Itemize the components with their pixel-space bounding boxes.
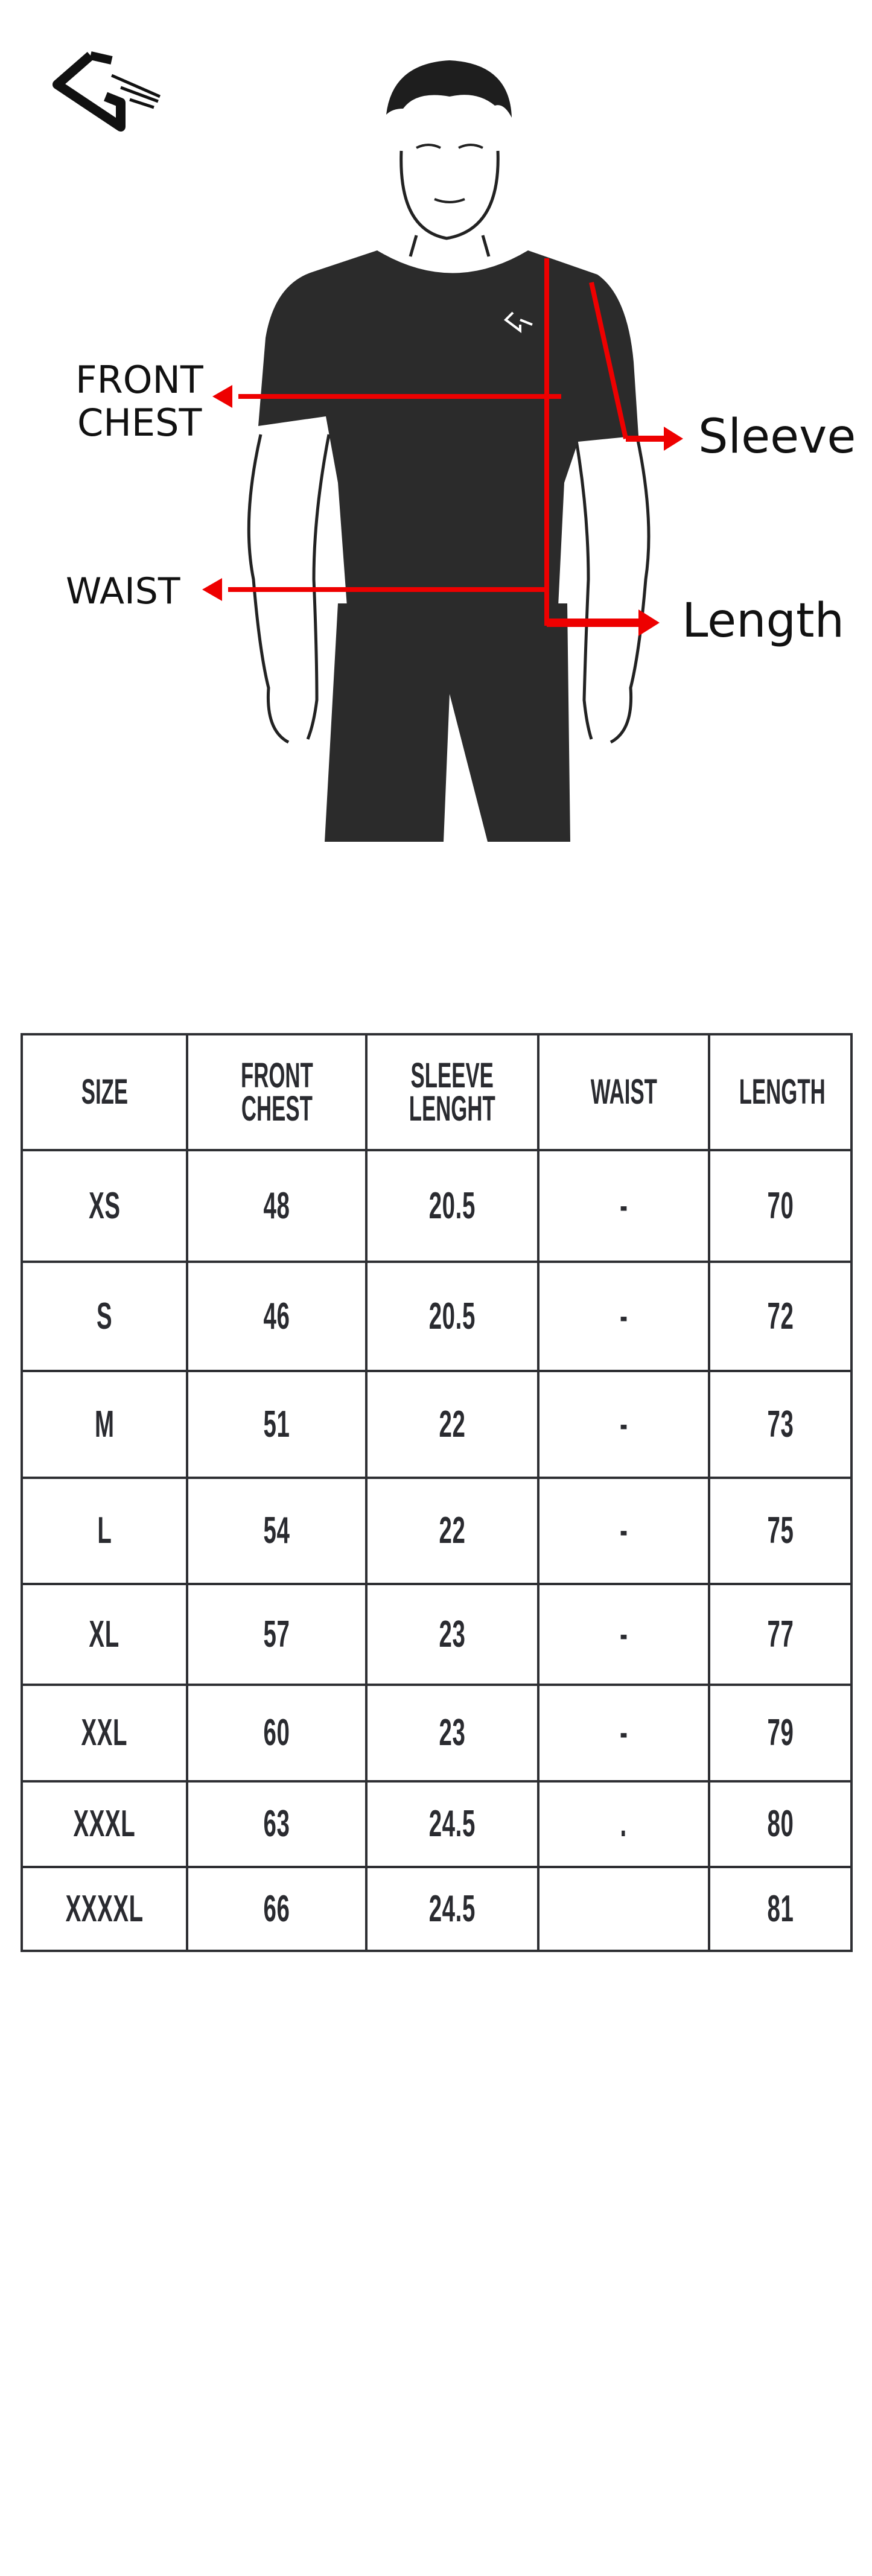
cell-front-chest: 66 bbox=[186, 1866, 368, 1952]
cell-waist: - bbox=[537, 1684, 710, 1783]
table-row: XXXXL 66 24.5 81 bbox=[21, 1866, 853, 1952]
table-row: XXXL 63 24.5. 80 bbox=[21, 1780, 853, 1868]
waist-label: WAIST bbox=[66, 570, 180, 612]
table-header-row: SIZE FRONT CHEST SLEEVE LENGHT WAIST LEN… bbox=[21, 1033, 853, 1151]
cell-length: 79 bbox=[708, 1684, 853, 1783]
cell-waist: - bbox=[537, 1477, 710, 1585]
cell-front-chest: 54 bbox=[186, 1477, 368, 1585]
shirt-logo-icon bbox=[503, 311, 533, 333]
cell-sleeve-length: 24.5 bbox=[365, 1866, 539, 1952]
header-length: LENGTH bbox=[708, 1033, 853, 1151]
table-row: S 46 20.5-72 bbox=[21, 1261, 853, 1372]
cell-waist: - bbox=[537, 1583, 710, 1686]
table-row: L 54 22-75 bbox=[21, 1477, 853, 1585]
cell-length: 72 bbox=[708, 1261, 853, 1372]
cell-length: 70 bbox=[708, 1149, 853, 1263]
length-arrow-icon bbox=[638, 609, 660, 636]
cell-front-chest: 51 bbox=[186, 1370, 368, 1479]
header-waist: WAIST bbox=[537, 1033, 710, 1151]
table-row: M 51 22-73 bbox=[21, 1370, 853, 1479]
cell-front-chest: 48 bbox=[186, 1149, 368, 1263]
head-drawing bbox=[386, 60, 512, 257]
table-row: XL 57 23-77 bbox=[21, 1583, 853, 1686]
cell-sleeve-length: 22 bbox=[365, 1477, 539, 1585]
shorts-shape bbox=[325, 603, 570, 842]
table-row: XXL 60 23-79 bbox=[21, 1684, 853, 1783]
header-sleeve-length: SLEEVE LENGHT bbox=[365, 1033, 539, 1151]
measurement-figure: FRONT CHEST WAIST Sleeve Length bbox=[53, 51, 856, 842]
shirt-shape bbox=[258, 250, 638, 606]
cell-front-chest: 63 bbox=[186, 1780, 368, 1868]
cell-sleeve-length: 20.5 bbox=[365, 1149, 539, 1263]
measurement-lines bbox=[202, 258, 683, 636]
cell-size: XXXXL bbox=[21, 1866, 188, 1952]
cell-size: XXL bbox=[21, 1684, 188, 1783]
cell-sleeve-length: 24.5 bbox=[365, 1780, 539, 1868]
cell-waist: - bbox=[537, 1261, 710, 1372]
sleeve-label: Sleeve bbox=[698, 410, 856, 464]
cell-front-chest: 57 bbox=[186, 1583, 368, 1686]
cell-front-chest: 60 bbox=[186, 1684, 368, 1783]
cell-sleeve-length: 20.5 bbox=[365, 1261, 539, 1372]
cell-sleeve-length: 22 bbox=[365, 1370, 539, 1479]
cell-length: 77 bbox=[708, 1583, 853, 1686]
cell-size: XXXL bbox=[21, 1780, 188, 1868]
chest-label: CHEST bbox=[77, 401, 202, 445]
cell-sleeve-length: 23 bbox=[365, 1684, 539, 1783]
front-chest-arrow-icon bbox=[212, 385, 232, 408]
cell-waist bbox=[537, 1866, 710, 1952]
cell-length: 80 bbox=[708, 1780, 853, 1868]
waist-arrow-icon bbox=[202, 578, 222, 601]
cell-size: XL bbox=[21, 1583, 188, 1686]
cell-length: 81 bbox=[708, 1866, 853, 1952]
length-label: Length bbox=[682, 594, 844, 648]
cell-front-chest: 46 bbox=[186, 1261, 368, 1372]
cell-size: L bbox=[21, 1477, 188, 1585]
cell-waist: - bbox=[537, 1370, 710, 1479]
table-row: XS 48 20.5-70 bbox=[21, 1149, 853, 1263]
sleeve-line bbox=[589, 282, 628, 439]
cell-size: XS bbox=[21, 1149, 188, 1263]
header-front-chest: FRONT CHEST bbox=[186, 1033, 368, 1151]
cell-sleeve-length: 23 bbox=[365, 1583, 539, 1686]
size-chart-table: SIZE FRONT CHEST SLEEVE LENGHT WAIST LEN… bbox=[21, 1033, 853, 1952]
cell-size: S bbox=[21, 1261, 188, 1372]
cell-length: 75 bbox=[708, 1477, 853, 1585]
header-size: SIZE bbox=[21, 1033, 188, 1151]
cell-length: 73 bbox=[708, 1370, 853, 1479]
front-label: FRONT bbox=[75, 358, 204, 402]
cell-waist: - bbox=[537, 1149, 710, 1263]
sleeve-arrow-icon bbox=[664, 427, 683, 451]
cell-size: M bbox=[21, 1370, 188, 1479]
brand-logo-icon bbox=[53, 51, 161, 132]
cell-waist: . bbox=[537, 1780, 710, 1868]
